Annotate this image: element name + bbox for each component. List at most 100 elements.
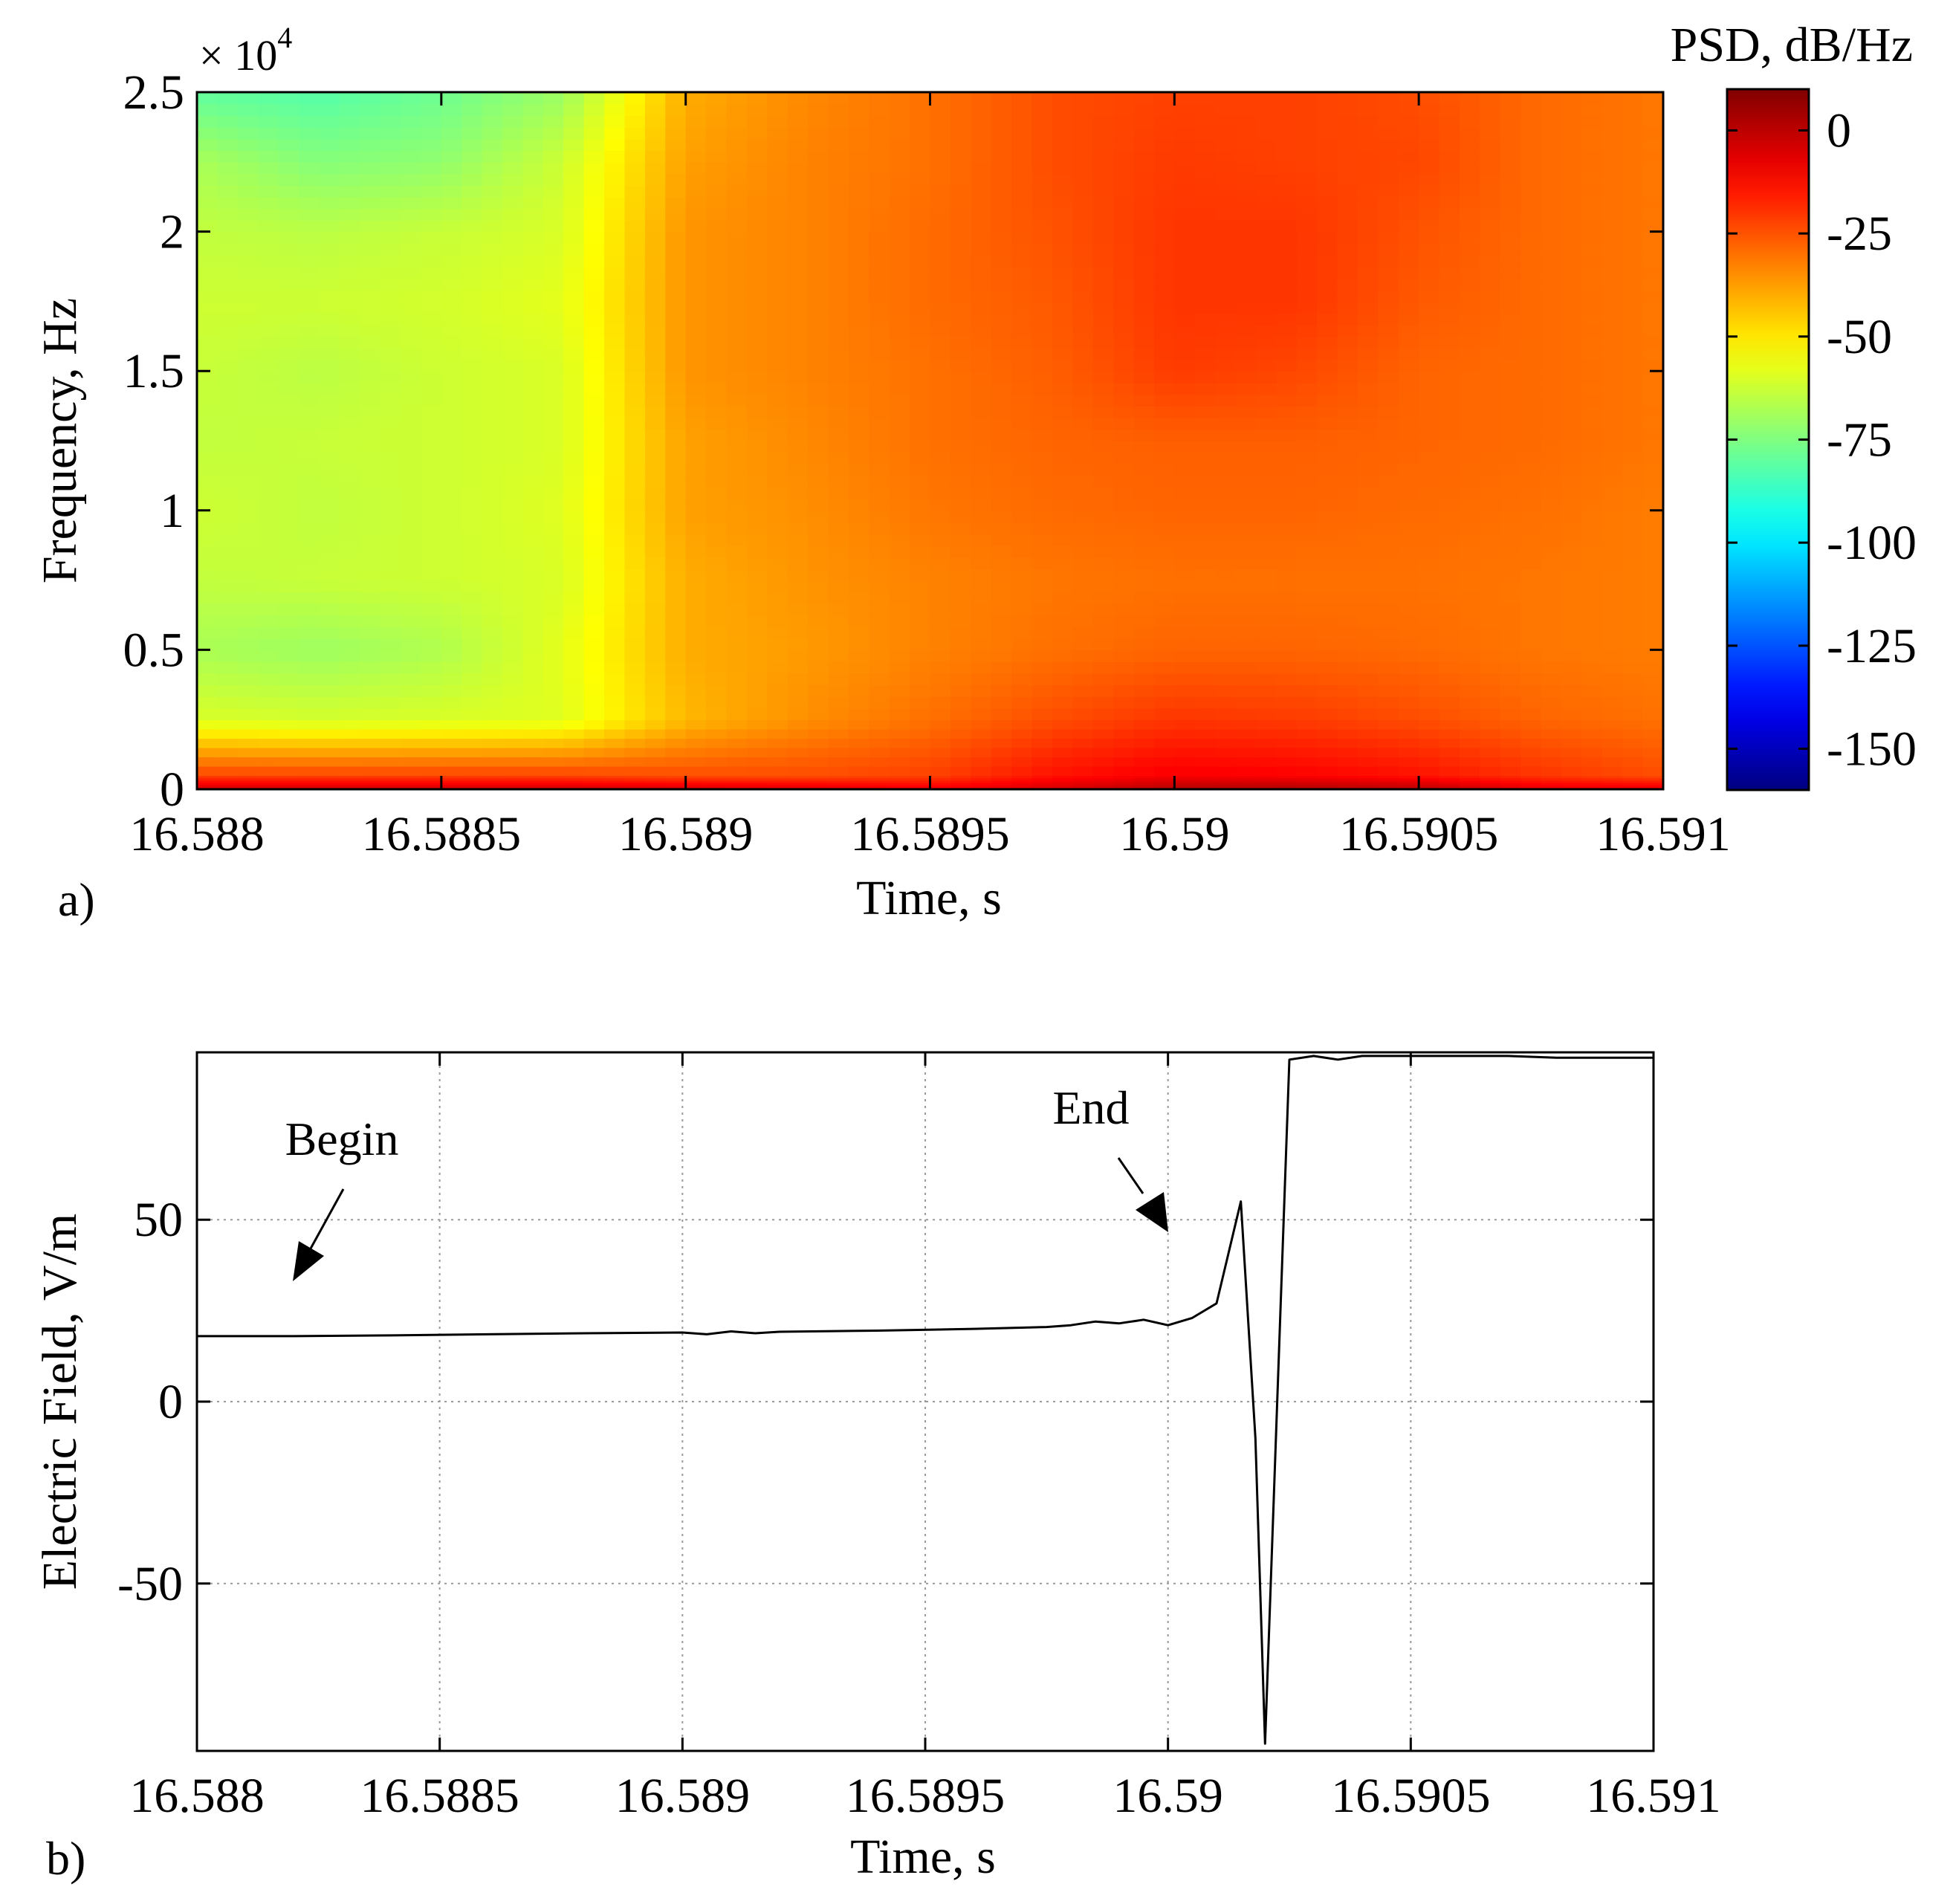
heatmap-cell xyxy=(869,161,891,175)
heatmap-cell xyxy=(1520,707,1543,721)
heatmap-cell xyxy=(767,487,789,500)
heatmap-cell xyxy=(339,103,361,117)
heatmap-cell xyxy=(1561,417,1584,430)
heatmap-cell xyxy=(767,441,789,453)
heatmap-cell xyxy=(787,661,809,674)
heatmap-cell xyxy=(1133,592,1156,604)
heatmap-cell xyxy=(1561,707,1584,721)
heatmap-cell xyxy=(1642,684,1663,697)
heatmap-cell xyxy=(380,417,402,430)
heatmap-cell xyxy=(237,603,259,616)
heatmap-cell xyxy=(685,138,707,152)
heatmap-cell xyxy=(950,301,972,314)
heatmap-cell xyxy=(1378,580,1400,593)
heatmap-cell xyxy=(1378,765,1400,777)
heatmap-cell xyxy=(1215,545,1237,558)
heatmap-cell xyxy=(217,747,239,758)
heatmap-cell xyxy=(421,603,443,616)
heatmap-cell xyxy=(1276,313,1298,326)
heatmap-cell xyxy=(1215,592,1237,604)
heatmap-cell xyxy=(1031,650,1054,662)
heatmap-cell xyxy=(1072,510,1095,523)
heatmap-cell xyxy=(1500,406,1522,418)
heatmap-cell xyxy=(1153,738,1176,748)
heatmap-cell xyxy=(583,499,606,511)
heatmap-cell xyxy=(706,254,728,268)
heatmap-cell xyxy=(1337,707,1359,721)
heatmap-cell xyxy=(197,475,219,488)
heatmap-cell xyxy=(1133,580,1156,593)
heatmap-cell xyxy=(461,499,484,511)
heatmap-cell xyxy=(1133,626,1156,639)
heatmap-cell xyxy=(502,289,525,302)
heatmap-cell xyxy=(1255,138,1278,152)
heatmap-cell xyxy=(971,707,993,721)
heatmap-cell xyxy=(1459,757,1482,767)
heatmap-cell xyxy=(1357,382,1380,395)
heatmap-cell xyxy=(461,592,484,604)
heatmap-cell xyxy=(644,417,667,430)
heatmap-cell xyxy=(299,592,321,604)
heatmap-cell xyxy=(1378,557,1400,569)
heatmap-cell xyxy=(1357,185,1380,198)
heatmap-cell xyxy=(1378,138,1400,152)
heatmap-cell xyxy=(563,557,586,569)
heatmap-cell xyxy=(1622,243,1645,256)
heatmap-cell xyxy=(1031,173,1054,186)
heatmap-cell xyxy=(339,452,361,465)
heatmap-cell xyxy=(1255,757,1278,767)
heatmap-cell xyxy=(1581,780,1604,783)
heatmap-cell xyxy=(339,441,361,453)
heatmap-cell xyxy=(258,359,280,372)
heatmap-cell xyxy=(1520,534,1543,546)
begin-arrow-head xyxy=(293,1241,324,1281)
heatmap-cell xyxy=(1092,475,1115,488)
heatmap-cell xyxy=(1419,545,1441,558)
heatmap-cell xyxy=(441,336,463,349)
heatmap-cell xyxy=(1480,161,1502,175)
heatmap-cell xyxy=(380,126,402,140)
heatmap-cell xyxy=(746,196,768,210)
heatmap-cell xyxy=(1133,196,1156,210)
heatmap-cell xyxy=(542,254,565,268)
heatmap-cell xyxy=(1133,208,1156,221)
heatmap-cell xyxy=(278,452,300,465)
heatmap-cell xyxy=(237,661,259,674)
heatmap-cell xyxy=(1235,557,1257,569)
heatmap-cell xyxy=(482,775,504,779)
heatmap-cell xyxy=(1052,452,1074,465)
heatmap-cell xyxy=(278,780,300,783)
heatmap-cell xyxy=(808,626,830,639)
heatmap-cell xyxy=(380,592,402,604)
heatmap-cell xyxy=(1255,324,1278,337)
heatmap-cell xyxy=(1378,173,1400,186)
heatmap-cell xyxy=(339,499,361,511)
heatmap-cell xyxy=(767,464,789,476)
heatmap-cell xyxy=(1480,278,1502,291)
heatmap-cell xyxy=(706,336,728,349)
heatmap-cell xyxy=(1011,475,1034,488)
heatmap-cell xyxy=(889,487,911,500)
heatmap-cell xyxy=(1601,782,1624,786)
heatmap-cell xyxy=(482,394,504,407)
heatmap-cell xyxy=(685,534,707,546)
heatmap-cell xyxy=(1561,115,1584,128)
heatmap-cell xyxy=(1520,684,1543,697)
heatmap-cell xyxy=(1439,359,1461,372)
heatmap-cell xyxy=(1398,592,1420,604)
heatmap-cell xyxy=(319,738,341,748)
heatmap-cell xyxy=(360,464,382,476)
heatmap-cell xyxy=(217,231,239,245)
heatmap-cell xyxy=(563,464,586,476)
heatmap-cell xyxy=(808,313,830,326)
heatmap-cell xyxy=(1133,336,1156,349)
heatmap-cell xyxy=(299,475,321,488)
heatmap-cell xyxy=(910,568,932,581)
heatmap-cell xyxy=(1581,782,1604,786)
heatmap-cell xyxy=(1133,784,1156,788)
heatmap-cell xyxy=(1194,208,1217,221)
heatmap-cell xyxy=(421,452,443,465)
heatmap-cell xyxy=(828,382,850,395)
heatmap-cell xyxy=(1439,185,1461,198)
heatmap-cell xyxy=(787,406,809,418)
